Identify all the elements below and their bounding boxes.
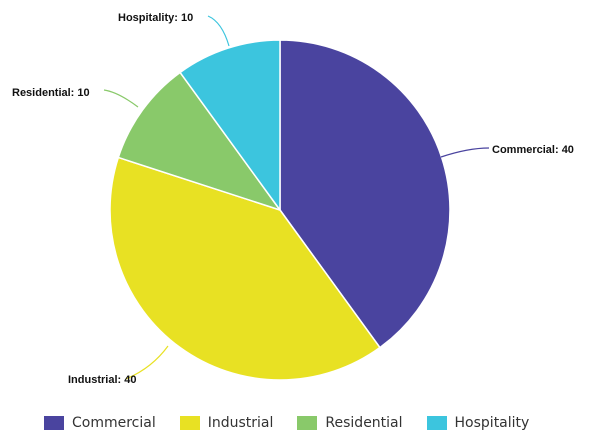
label-connector-industrial [125, 345, 169, 380]
legend-item-residential[interactable]: Residential [297, 415, 403, 431]
label-connector-hospitality [207, 15, 230, 47]
legend-label-commercial: Commercial [72, 415, 156, 431]
legend-label-industrial: Industrial [207, 415, 274, 431]
pie-slice-industrial[interactable] [109, 156, 381, 381]
legend-item-industrial[interactable]: Industrial [179, 415, 274, 431]
label-connector-commercial [440, 147, 490, 158]
legend-swatch-industrial [179, 416, 200, 430]
pie-slice-commercial[interactable] [279, 39, 451, 349]
legend-item-commercial[interactable]: Commercial [44, 415, 156, 431]
chart-legend: Commercial Industrial Residential Hospit… [44, 412, 529, 434]
slice-label-industrial: Industrial: 40 [68, 374, 136, 386]
slices-layer [109, 39, 451, 381]
pie-chart-plot: Commercial: 40 Industrial: 40 Residential:… [12, 12, 574, 386]
legend-label-residential: Residential [325, 415, 403, 431]
legend-label-hospitality: Hospitality [454, 415, 530, 431]
legend-swatch-commercial [44, 416, 64, 430]
label-connector-residential [103, 89, 139, 108]
connectors-layer [103, 15, 490, 380]
slice-label-commercial: Commercial: 40 [492, 144, 574, 156]
pie-slice-residential[interactable] [117, 71, 281, 211]
pie-slice-hospitality[interactable] [179, 39, 281, 211]
labels-layer: Commercial: 40 Industrial: 40 Residential:… [12, 12, 574, 386]
legend-item-hospitality[interactable]: Hospitality [426, 415, 530, 431]
legend-swatch-residential [297, 416, 318, 430]
slice-label-hospitality: Hospitality: 10 [118, 12, 193, 24]
legend-swatch-hospitality [426, 416, 447, 430]
slice-label-residential: Residential: 10 [12, 87, 90, 99]
